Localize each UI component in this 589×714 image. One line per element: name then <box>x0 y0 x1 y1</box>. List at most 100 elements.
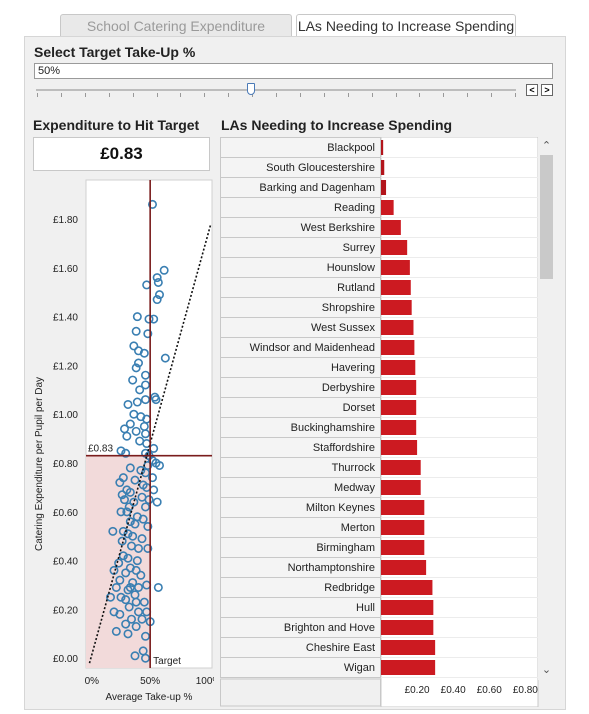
scatter-point <box>148 199 158 209</box>
la-bar <box>381 380 417 395</box>
scatter-point <box>123 629 133 639</box>
y-tick-label: £0.20 <box>53 605 78 616</box>
la-bar <box>381 460 421 475</box>
scatter-point <box>143 543 153 553</box>
scatter-point <box>121 619 131 629</box>
scatter-point <box>137 534 147 544</box>
y-tick-label: £0.40 <box>53 557 78 568</box>
scatter-point <box>134 582 144 592</box>
la-bar <box>381 420 417 435</box>
slider-tick <box>395 93 397 97</box>
la-bar <box>381 660 436 675</box>
la-bar <box>381 440 418 455</box>
scatter-point <box>115 575 125 585</box>
y-tick-label: £1.40 <box>53 313 78 324</box>
y-tick-label: £1.80 <box>53 215 78 226</box>
list-title: LAs Needing to Increase Spending <box>221 117 453 133</box>
scatter-point <box>131 363 141 373</box>
scatter-point <box>136 465 146 475</box>
slider-tick <box>228 93 230 97</box>
scatter-point <box>141 631 151 641</box>
scatter-point <box>139 348 149 358</box>
la-name-label: Milton Keynes <box>306 502 376 514</box>
slider-prev-button[interactable]: < <box>526 84 538 96</box>
la-name-label: Northamptonshire <box>288 562 375 574</box>
slider-tick <box>60 93 62 97</box>
la-name-label: Brighton and Hove <box>284 622 375 634</box>
scroll-up-icon[interactable]: ⌃ <box>541 140 552 152</box>
scatter-point <box>132 556 142 566</box>
slider-tick <box>347 93 349 97</box>
target-value-label: £0.83 <box>88 444 113 455</box>
x-tick-label: 0% <box>85 676 100 687</box>
scatter-point <box>152 295 162 305</box>
scatter-point <box>122 431 132 441</box>
slider-next-button[interactable]: > <box>541 84 553 96</box>
la-name-label: Medway <box>334 482 375 494</box>
la-name-label: Derbyshire <box>322 382 375 394</box>
la-name-label: Hull <box>356 602 375 614</box>
la-bar <box>381 240 408 255</box>
x-tick-label: 50% <box>140 676 160 687</box>
scatter-point <box>141 502 151 512</box>
tab-las-needing-increase[interactable]: LAs Needing to Increase Spending <box>296 14 516 36</box>
la-name-label: South Gloucestershire <box>266 162 375 174</box>
scatter-point <box>115 478 125 488</box>
la-name-label: West Sussex <box>311 322 375 334</box>
la-name-label: Reading <box>334 202 375 214</box>
scatter-point <box>132 312 142 322</box>
scatter-point <box>130 519 140 529</box>
slider-tick <box>515 93 516 97</box>
slider-track[interactable] <box>36 89 516 91</box>
scatter-point <box>106 592 116 602</box>
scatter-point <box>144 314 154 324</box>
slider-tick <box>371 93 373 97</box>
scatter-point <box>125 487 135 497</box>
slider-tick <box>84 93 86 97</box>
la-bar <box>381 540 425 555</box>
scatter-point <box>153 582 163 592</box>
scatter-point <box>118 526 128 536</box>
scatter-point <box>124 602 134 612</box>
scatter-point <box>125 419 135 429</box>
la-bar <box>381 400 417 415</box>
la-name-label: Wigan <box>344 662 375 674</box>
slider-tick <box>252 93 254 97</box>
y-tick-label: £1.00 <box>53 410 78 421</box>
scroll-down-icon[interactable]: ⌄ <box>541 664 552 676</box>
target-takeup-value-field[interactable]: 50% <box>34 63 553 79</box>
la-name-label: Shropshire <box>322 302 375 314</box>
scatter-point <box>155 460 165 470</box>
list-scrollbar[interactable]: ⌃ ⌄ <box>538 137 555 680</box>
slider-tick <box>491 93 493 97</box>
la-bar <box>381 640 436 655</box>
tab-school-catering[interactable]: School Catering Expenditure 2009/10 <box>60 14 292 56</box>
la-name-label: Havering <box>331 362 375 374</box>
scatter-point <box>143 329 153 339</box>
la-name-label: Surrey <box>343 242 376 254</box>
scatter-point <box>130 651 140 661</box>
slider-tick <box>419 93 421 97</box>
scrollbar-thumb[interactable] <box>540 155 553 279</box>
la-name-label: Blackpool <box>327 142 375 154</box>
scatter-point <box>131 565 141 575</box>
target-label: Target <box>153 656 181 667</box>
la-bar <box>381 600 434 615</box>
scatter-point <box>125 463 135 473</box>
scatter-point <box>136 570 146 580</box>
scatter-point <box>123 399 133 409</box>
slider-tick <box>443 93 445 97</box>
x-axis-label: Average Take-up % <box>106 692 193 703</box>
slider-thumb[interactable] <box>247 83 255 95</box>
la-bar <box>381 280 411 295</box>
la-bar <box>381 160 385 175</box>
slider-tick <box>204 93 206 97</box>
la-bar <box>381 560 427 575</box>
la-bar <box>381 500 425 515</box>
slider-tick <box>323 93 325 97</box>
x-tick-label: 100% <box>196 676 214 687</box>
slider-tick <box>467 93 469 97</box>
scatter-point <box>114 558 124 568</box>
y-tick-label: £1.60 <box>53 264 78 275</box>
scatter-point <box>141 395 151 405</box>
